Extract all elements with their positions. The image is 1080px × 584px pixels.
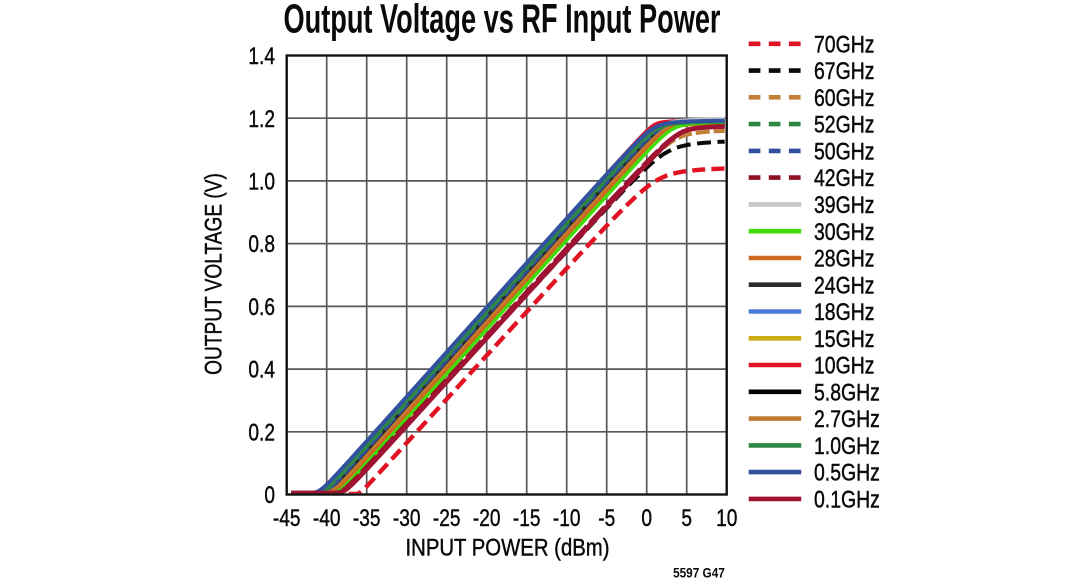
svg-text:15GHz: 15GHz	[814, 325, 874, 352]
svg-text:-5: -5	[598, 504, 615, 532]
svg-text:0.8: 0.8	[248, 230, 275, 258]
svg-text:-35: -35	[353, 504, 381, 532]
svg-text:2.7GHz: 2.7GHz	[814, 405, 880, 432]
svg-text:5597 G47: 5597 G47	[673, 565, 725, 581]
svg-text:42GHz: 42GHz	[814, 164, 874, 191]
svg-text:39GHz: 39GHz	[814, 191, 874, 218]
svg-text:1.4: 1.4	[248, 42, 275, 70]
svg-text:50GHz: 50GHz	[814, 138, 874, 165]
svg-text:-25: -25	[433, 504, 461, 532]
svg-text:5: 5	[681, 504, 692, 532]
svg-text:28GHz: 28GHz	[814, 245, 874, 272]
svg-text:1.2: 1.2	[248, 104, 275, 132]
svg-text:-20: -20	[473, 504, 501, 532]
svg-text:10: 10	[716, 504, 737, 532]
svg-text:24GHz: 24GHz	[814, 271, 874, 298]
svg-text:0.6: 0.6	[248, 293, 275, 321]
svg-text:60GHz: 60GHz	[814, 84, 874, 111]
svg-text:OUTPUT VOLTAGE (V): OUTPUT VOLTAGE (V)	[199, 173, 227, 375]
svg-text:-10: -10	[553, 504, 581, 532]
svg-text:18GHz: 18GHz	[814, 298, 874, 325]
svg-text:-30: -30	[393, 504, 421, 532]
svg-text:0.5GHz: 0.5GHz	[814, 459, 880, 486]
svg-text:67GHz: 67GHz	[814, 57, 874, 84]
svg-text:Output Voltage vs RF Input Pow: Output Voltage vs RF Input Power	[284, 0, 721, 42]
svg-text:-40: -40	[313, 504, 341, 532]
svg-text:52GHz: 52GHz	[814, 111, 874, 138]
svg-text:-45: -45	[273, 504, 301, 532]
svg-text:10GHz: 10GHz	[814, 352, 874, 379]
svg-text:INPUT POWER (dBm): INPUT POWER (dBm)	[406, 534, 610, 561]
svg-text:1.0GHz: 1.0GHz	[814, 432, 880, 459]
svg-text:-15: -15	[513, 504, 541, 532]
svg-text:30GHz: 30GHz	[814, 218, 874, 245]
svg-text:70GHz: 70GHz	[814, 30, 874, 57]
svg-text:0: 0	[641, 504, 652, 532]
svg-text:1.0: 1.0	[248, 167, 275, 195]
svg-text:5.8GHz: 5.8GHz	[814, 378, 880, 405]
svg-text:0.4: 0.4	[248, 355, 275, 383]
svg-text:0.2: 0.2	[248, 418, 275, 446]
svg-text:0: 0	[264, 481, 275, 509]
svg-text:0.1GHz: 0.1GHz	[814, 486, 880, 513]
